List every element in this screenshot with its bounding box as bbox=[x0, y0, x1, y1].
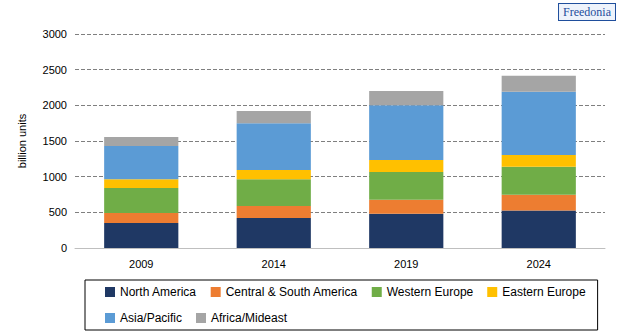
svg-text:2014: 2014 bbox=[262, 258, 286, 270]
svg-text:0: 0 bbox=[61, 242, 67, 254]
svg-text:2019: 2019 bbox=[394, 258, 418, 270]
svg-text:Africa/Mideast: Africa/Mideast bbox=[211, 311, 288, 325]
svg-text:North America: North America bbox=[120, 285, 196, 299]
svg-text:3000: 3000 bbox=[43, 28, 67, 40]
svg-text:2500: 2500 bbox=[43, 64, 67, 76]
svg-text:1500: 1500 bbox=[43, 135, 67, 147]
svg-text:billion units: billion units bbox=[16, 113, 28, 168]
svg-text:Western Europe: Western Europe bbox=[387, 285, 474, 299]
svg-text:500: 500 bbox=[49, 206, 67, 218]
svg-text:1000: 1000 bbox=[43, 171, 67, 183]
svg-text:2000: 2000 bbox=[43, 99, 67, 111]
svg-text:Asia/Pacific: Asia/Pacific bbox=[120, 311, 182, 325]
svg-text:2024: 2024 bbox=[527, 258, 551, 270]
svg-text:2009: 2009 bbox=[129, 258, 153, 270]
svg-text:Central & South America: Central & South America bbox=[226, 285, 358, 299]
svg-text:Freedonia: Freedonia bbox=[563, 5, 612, 19]
svg-text:Eastern Europe: Eastern Europe bbox=[502, 285, 586, 299]
